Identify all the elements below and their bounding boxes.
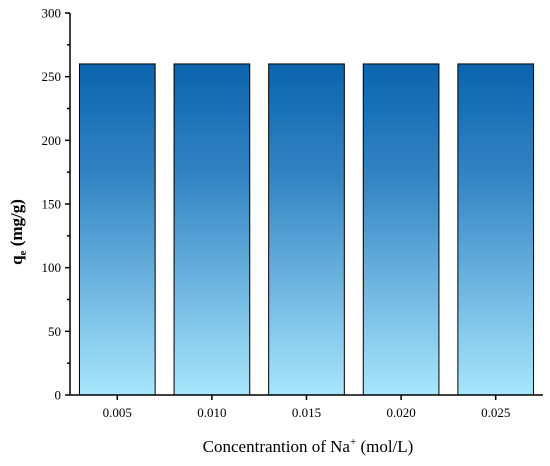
x-axis-title: Concentrantion of Na+ (mol/L) — [203, 436, 414, 456]
y-tick-label: 250 — [42, 69, 62, 84]
y-tick-label: 300 — [42, 6, 62, 21]
x-tick-label: 0.025 — [481, 405, 510, 420]
y-tick-label: 0 — [55, 388, 62, 403]
bar-0.005 — [78, 63, 156, 396]
x-tick-label: 0.010 — [197, 405, 226, 420]
y-tick-label: 150 — [42, 197, 62, 212]
ticks-group: 0 50 100 150 200 250 300 0.005 0.010 0.015 0.020 0.… — [42, 6, 511, 421]
x-tick-label: 0.005 — [103, 405, 132, 420]
y-tick-label: 100 — [42, 260, 62, 275]
y-tick-label: 50 — [48, 324, 61, 339]
x-tick-label: 0.020 — [386, 405, 415, 420]
y-tick-label: 200 — [42, 133, 62, 148]
bar-0.020 — [362, 63, 440, 396]
y-axis-title: qe (mg/g) — [7, 199, 29, 265]
bar-0.025 — [457, 63, 535, 396]
x-tick-label: 0.015 — [292, 405, 321, 420]
bar-0.010 — [173, 63, 251, 396]
bar-0.015 — [268, 63, 345, 396]
axes-group — [65, 12, 543, 400]
bars-group — [78, 63, 535, 396]
